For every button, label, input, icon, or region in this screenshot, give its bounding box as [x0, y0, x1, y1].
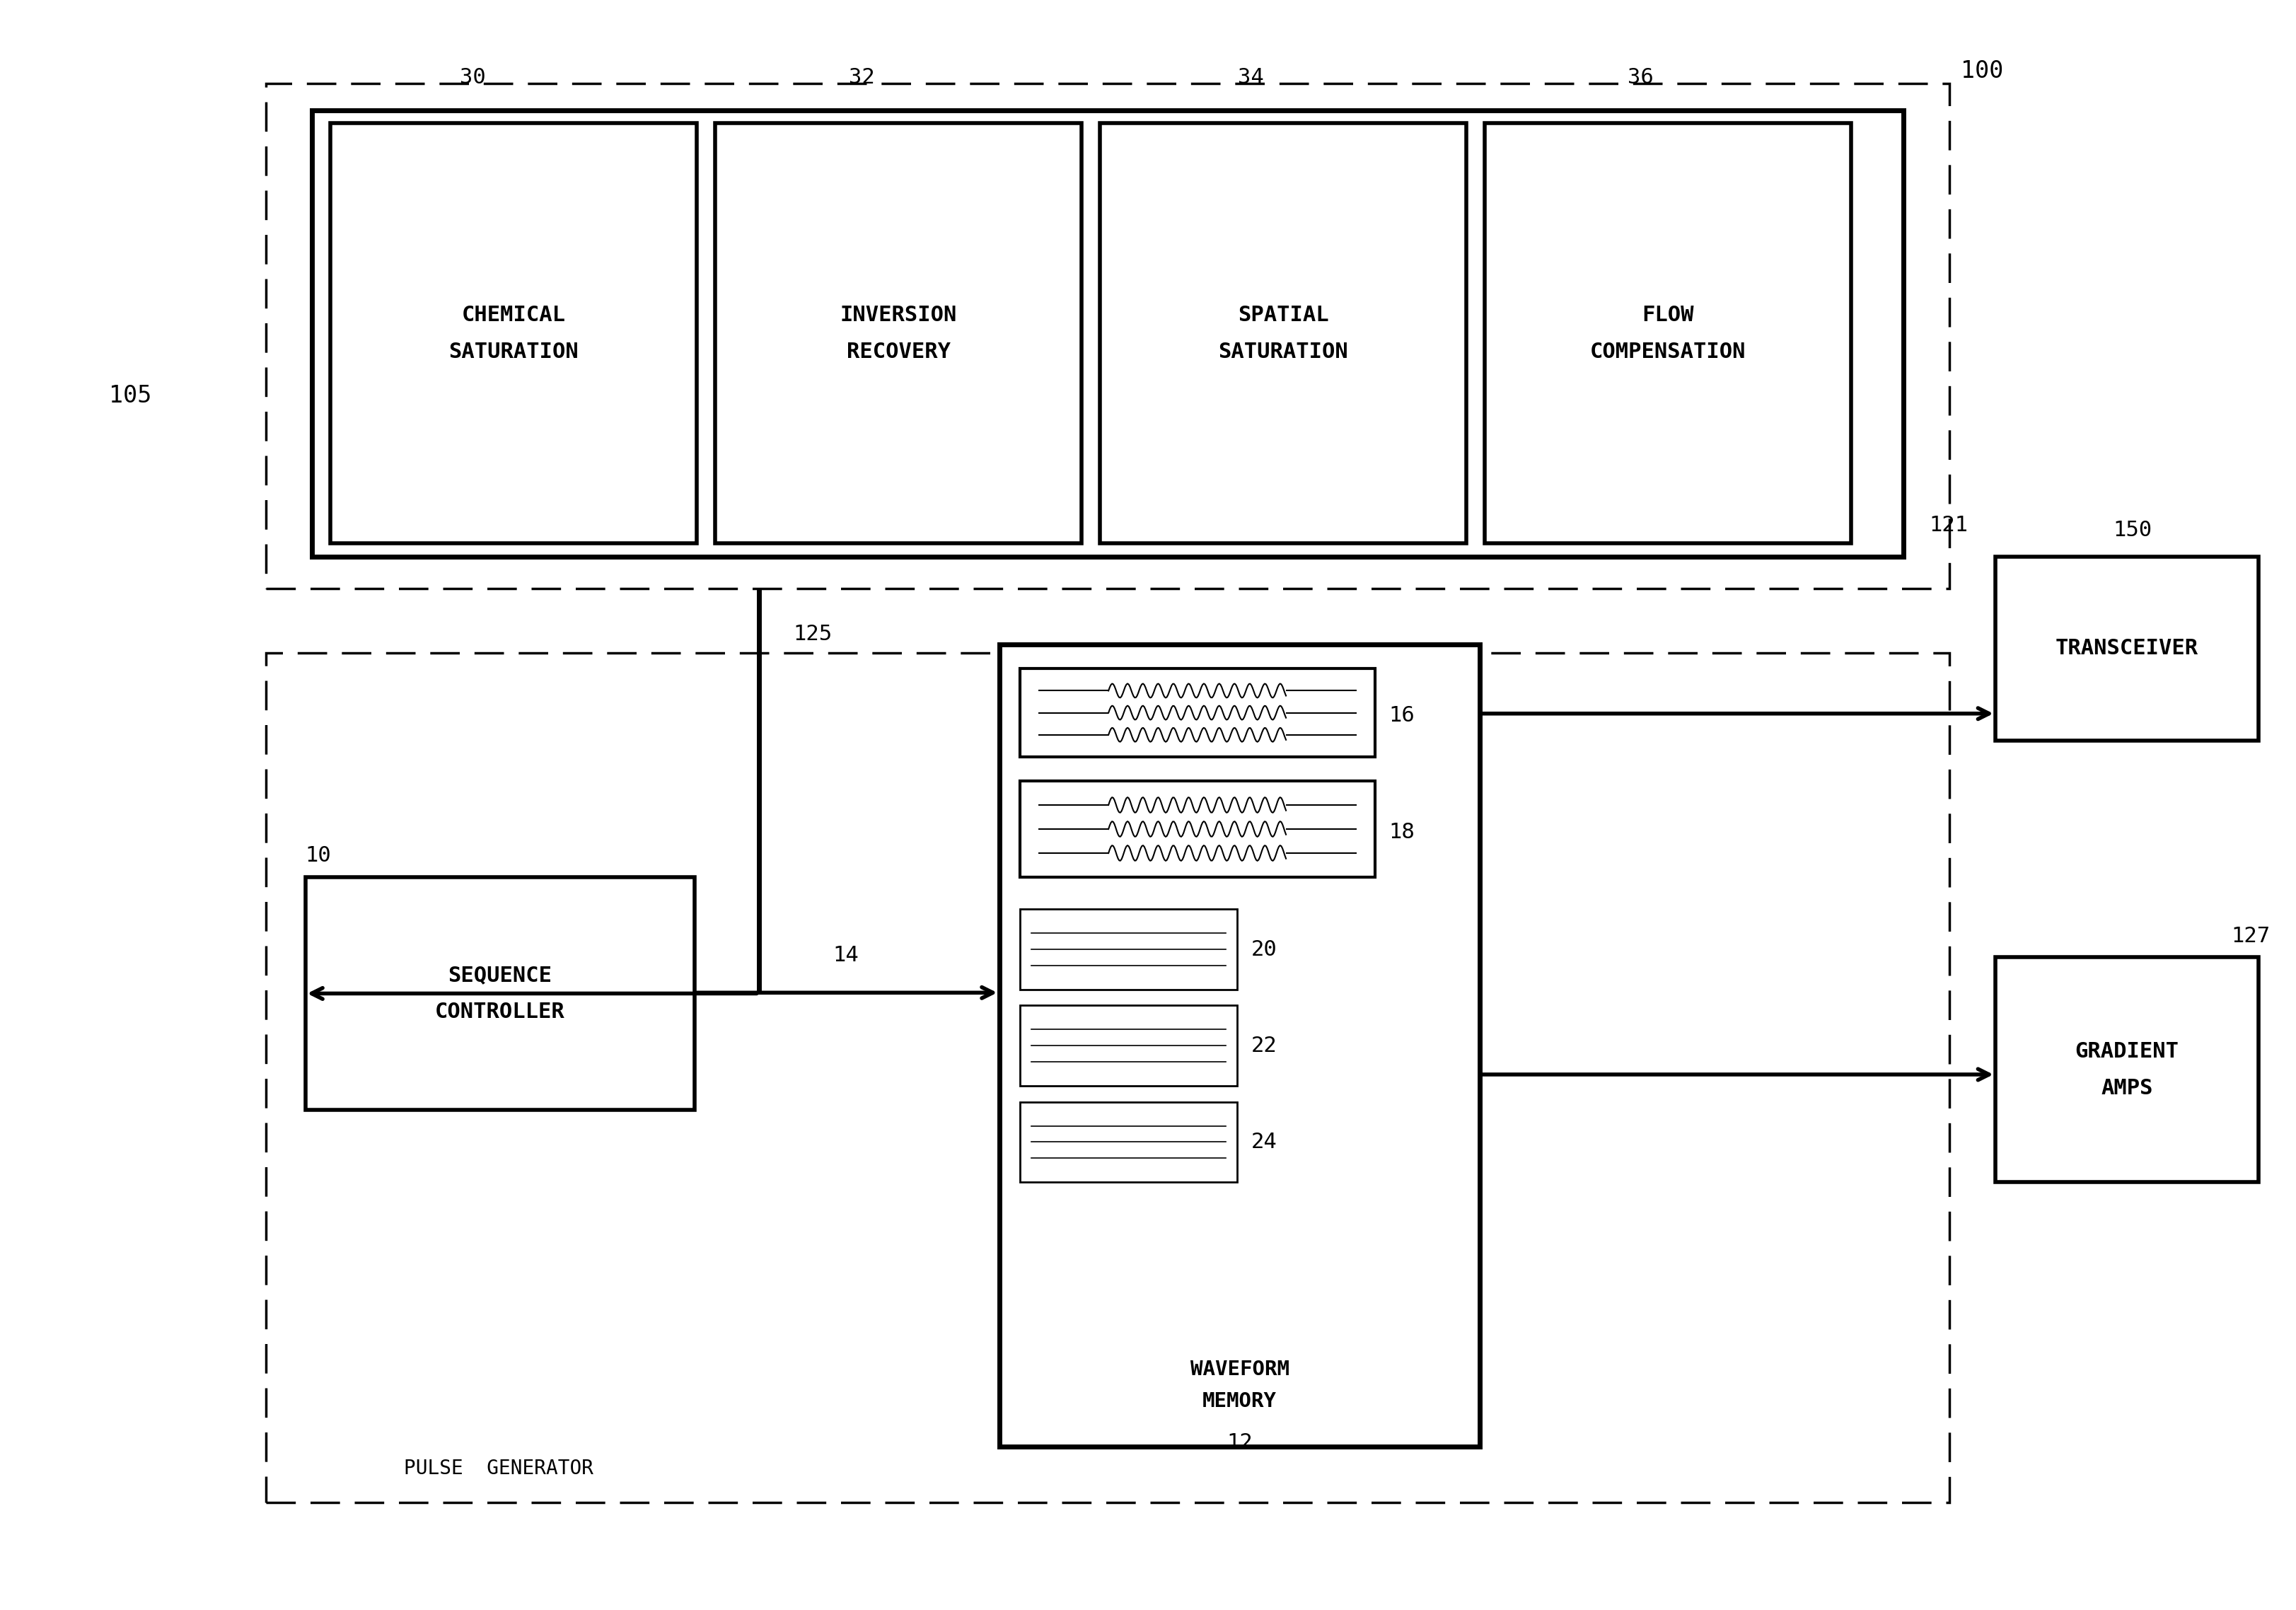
Text: 30: 30 — [459, 68, 484, 87]
Text: INVERSION
RECOVERY: INVERSION RECOVERY — [840, 304, 957, 362]
Text: 16: 16 — [1389, 705, 1414, 726]
Text: 105: 105 — [110, 385, 152, 407]
Text: WAVEFORM
MEMORY: WAVEFORM MEMORY — [1189, 1359, 1288, 1412]
Text: 14: 14 — [833, 945, 859, 966]
Text: 34: 34 — [1238, 68, 1265, 87]
Text: 150: 150 — [2112, 520, 2151, 541]
Bar — [1019, 1101, 1238, 1182]
Text: 32: 32 — [850, 68, 875, 87]
Text: 121: 121 — [1929, 515, 1968, 536]
Bar — [331, 124, 698, 544]
Text: 20: 20 — [1251, 939, 1277, 960]
Bar — [999, 644, 1481, 1447]
Text: FLOW
COMPENSATION: FLOW COMPENSATION — [1589, 304, 1745, 362]
Bar — [305, 877, 696, 1109]
Text: 100: 100 — [1961, 60, 2004, 82]
Bar — [1019, 781, 1375, 877]
Text: PULSE  GENERATOR: PULSE GENERATOR — [404, 1459, 592, 1478]
Bar — [312, 111, 1903, 557]
Text: 18: 18 — [1389, 823, 1414, 842]
Text: 22: 22 — [1251, 1035, 1277, 1056]
Text: 36: 36 — [1628, 68, 1653, 87]
Bar — [266, 84, 1949, 588]
Text: CHEMICAL
SATURATION: CHEMICAL SATURATION — [448, 304, 579, 362]
Text: TRANSCEIVER: TRANSCEIVER — [2055, 638, 2200, 658]
Bar — [266, 652, 1949, 1502]
Text: 24: 24 — [1251, 1132, 1277, 1153]
Text: 10: 10 — [305, 845, 331, 866]
Text: 125: 125 — [792, 623, 831, 644]
Bar — [714, 124, 1081, 544]
Text: 12: 12 — [1226, 1433, 1254, 1454]
Text: 127: 127 — [2232, 926, 2271, 947]
Bar — [1995, 557, 2259, 741]
Bar — [1486, 124, 1851, 544]
Text: GRADIENT
AMPS: GRADIENT AMPS — [2076, 1042, 2179, 1098]
Bar — [1019, 1006, 1238, 1085]
Bar — [1100, 124, 1467, 544]
Text: SEQUENCE
CONTROLLER: SEQUENCE CONTROLLER — [434, 964, 565, 1022]
Bar — [1019, 910, 1238, 990]
Text: SPATIAL
SATURATION: SPATIAL SATURATION — [1219, 304, 1348, 362]
Bar — [1995, 958, 2259, 1182]
Bar — [1019, 668, 1375, 757]
